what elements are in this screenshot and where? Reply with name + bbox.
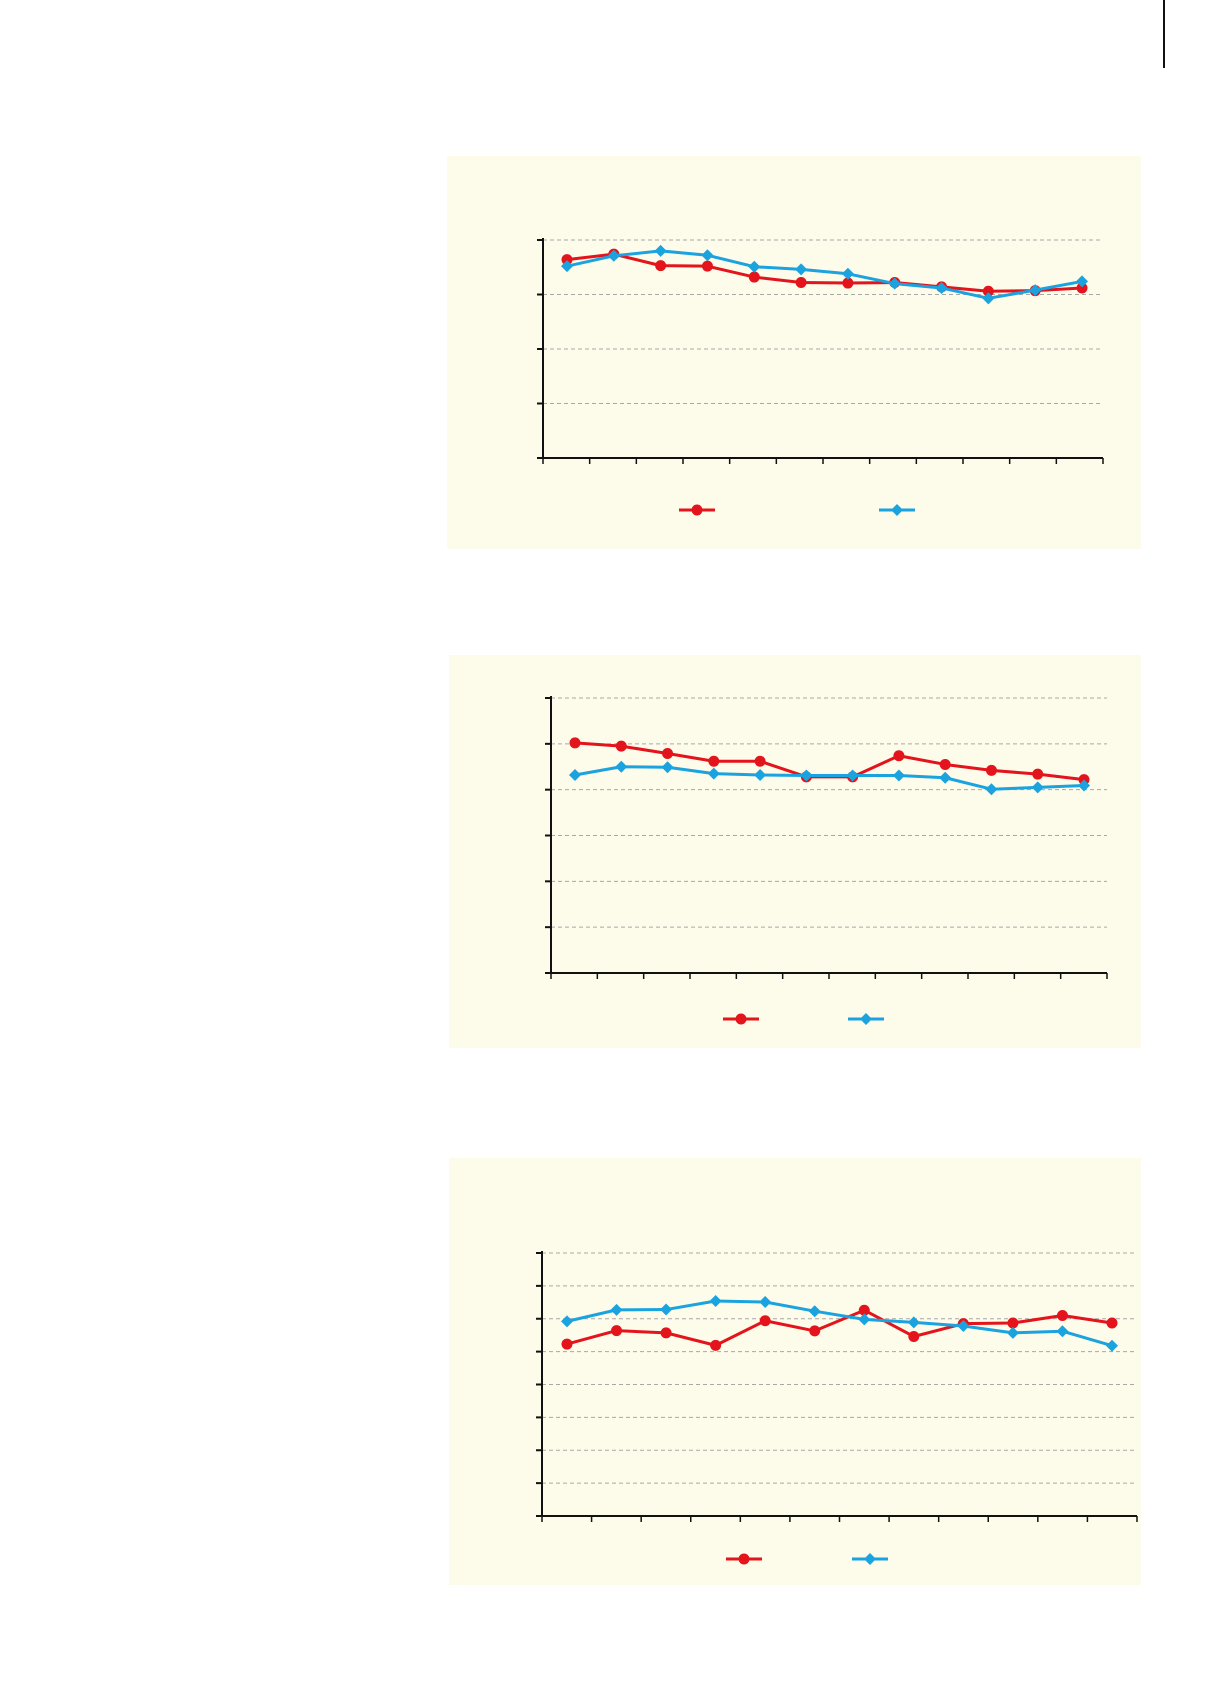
data-point-7: [841, 267, 854, 280]
data-point-4: [701, 249, 714, 262]
data-point-11: [1056, 1325, 1069, 1338]
data-point-9: [939, 771, 952, 784]
data-point-2: [615, 740, 627, 752]
data-point-3: [662, 747, 674, 759]
data-point-5: [748, 271, 760, 283]
data-point-5: [748, 260, 761, 273]
circle-marker-icon: [735, 1013, 747, 1025]
chart-2: [545, 696, 1108, 1025]
gridlines: [551, 697, 1107, 928]
data-point-5: [754, 755, 766, 767]
data-point-7: [842, 277, 854, 289]
data-point-3: [655, 260, 667, 272]
data-point-2: [607, 249, 620, 262]
data-point-7: [858, 1304, 870, 1316]
data-point-9: [935, 281, 948, 294]
data-point-9: [957, 1319, 970, 1332]
legend: [723, 1013, 884, 1025]
series-2-line: [566, 1299, 1113, 1348]
chart-1: [537, 238, 1104, 516]
legend-item-2: [852, 1553, 888, 1565]
data-point-5: [759, 1315, 771, 1327]
data-point-1: [561, 1315, 573, 1328]
data-point-6: [795, 277, 807, 289]
series-2: [561, 244, 1088, 305]
series-2: [569, 760, 1090, 796]
series-2: [561, 1294, 1118, 1352]
page-margin-rule: [1163, 0, 1165, 68]
data-point-4: [701, 260, 713, 272]
legend-item-1: [679, 504, 715, 516]
data-point-6: [795, 263, 808, 276]
legend-item-2: [879, 504, 915, 516]
data-point-1: [561, 1338, 573, 1350]
gridlines: [543, 239, 1103, 404]
legend: [679, 504, 915, 516]
data-point-6: [809, 1325, 821, 1337]
data-point-6: [800, 769, 813, 782]
data-point-1: [569, 737, 581, 749]
legend: [726, 1553, 888, 1565]
data-point-4: [710, 1339, 722, 1351]
data-point-4: [708, 755, 720, 767]
legend-item-1: [726, 1553, 762, 1565]
data-point-9: [939, 758, 951, 770]
data-point-10: [982, 292, 995, 305]
gridlines: [542, 1252, 1137, 1484]
data-point-12: [1106, 1317, 1118, 1329]
series-1-line: [566, 1308, 1113, 1347]
legend-item-2: [848, 1013, 884, 1025]
data-point-7: [858, 1313, 871, 1326]
data-point-12: [1106, 1339, 1118, 1352]
data-point-11: [1029, 284, 1042, 297]
data-point-1: [561, 260, 573, 273]
series-1: [561, 1304, 1118, 1351]
data-point-11: [1032, 768, 1044, 780]
data-point-5: [754, 769, 767, 781]
data-point-6: [808, 1305, 821, 1318]
diamond-marker-icon: [864, 1553, 876, 1565]
data-point-8: [907, 1316, 920, 1329]
data-point-3: [660, 1303, 673, 1316]
diamond-marker-icon: [891, 504, 903, 516]
data-point-1: [561, 254, 573, 266]
chart-panel-3: [449, 1158, 1141, 1585]
data-point-8: [908, 1331, 920, 1343]
series-1-line: [566, 252, 1083, 293]
data-point-1: [569, 769, 581, 781]
circle-marker-icon: [738, 1553, 750, 1565]
data-point-8: [892, 769, 905, 782]
chart-panel-1: [447, 156, 1141, 549]
series-2-line: [574, 765, 1085, 791]
data-point-10: [1006, 1326, 1019, 1339]
data-point-5: [759, 1295, 772, 1308]
chart-panel-2: [449, 655, 1141, 1048]
series-1: [569, 737, 1090, 786]
data-point-12: [1076, 282, 1088, 294]
data-point-8: [888, 277, 901, 290]
data-point-10: [1007, 1317, 1019, 1329]
data-point-8: [893, 750, 905, 762]
data-point-2: [611, 1325, 623, 1337]
diamond-marker-icon: [860, 1013, 872, 1025]
data-point-2: [615, 760, 628, 773]
data-point-10: [985, 783, 998, 796]
data-point-4: [707, 767, 720, 780]
data-point-11: [1056, 1309, 1068, 1321]
legend-item-1: [723, 1013, 759, 1025]
data-point-3: [660, 1327, 672, 1339]
data-point-3: [654, 244, 667, 257]
data-point-10: [985, 764, 997, 776]
data-point-2: [610, 1303, 623, 1316]
data-point-12: [1078, 779, 1090, 792]
chart-3: [536, 1251, 1138, 1565]
data-point-7: [846, 769, 859, 782]
data-point-11: [1031, 781, 1044, 794]
series-2-line: [566, 249, 1083, 300]
data-point-3: [661, 761, 674, 774]
data-point-10: [982, 285, 994, 297]
circle-marker-icon: [691, 504, 703, 516]
data-point-12: [1076, 275, 1088, 288]
data-point-4: [709, 1294, 722, 1307]
